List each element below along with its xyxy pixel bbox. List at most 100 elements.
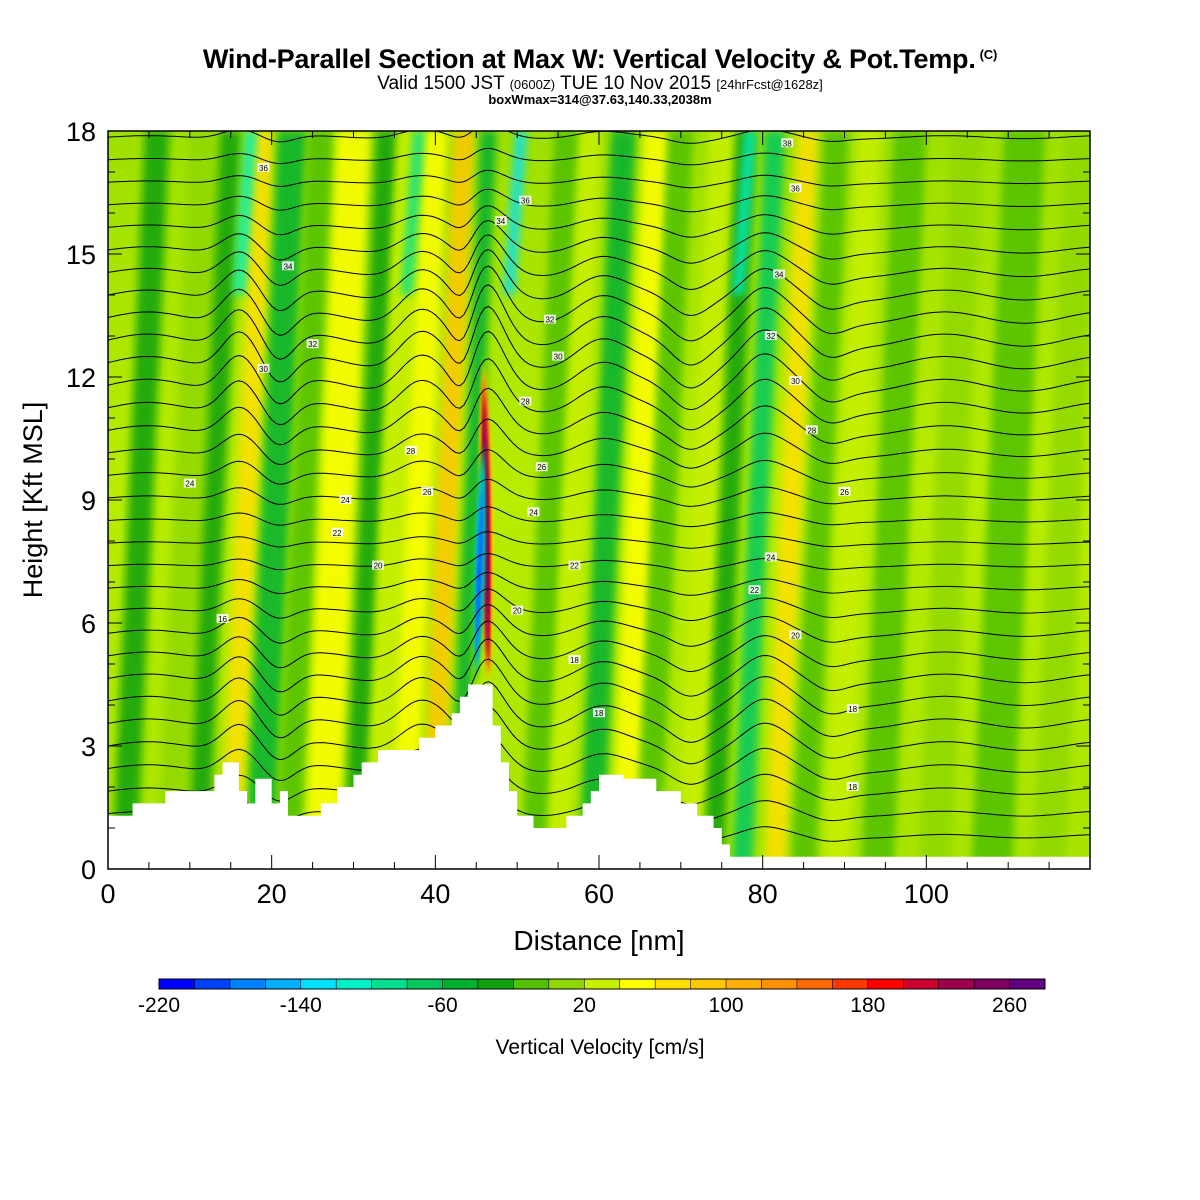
velocity-cores bbox=[473, 356, 493, 685]
theta-contour bbox=[108, 449, 1090, 488]
velocity-band bbox=[343, 131, 397, 869]
colorbar-tick-label: -60 bbox=[427, 994, 457, 1017]
theta-contour bbox=[108, 620, 1090, 673]
theta-label-text: 24 bbox=[766, 553, 775, 562]
x-tick-label: 80 bbox=[748, 879, 778, 909]
velocity-band bbox=[824, 131, 882, 869]
velocity-band bbox=[791, 131, 849, 869]
theta-label: 20 bbox=[789, 630, 802, 640]
theta-label-text: 28 bbox=[807, 426, 816, 435]
theta-label: 36 bbox=[257, 162, 270, 173]
theta-label: 22 bbox=[568, 560, 581, 571]
colorbar-swatch bbox=[832, 979, 869, 989]
theta-label-text: 32 bbox=[766, 332, 775, 341]
x-tick-label: 100 bbox=[904, 879, 949, 909]
theta-label: 34 bbox=[773, 269, 786, 280]
colorbar-tick-label: -220 bbox=[138, 994, 180, 1017]
theta-contour bbox=[108, 330, 1090, 411]
colorbar-tick-label: 100 bbox=[709, 994, 744, 1017]
theta-label: 28 bbox=[404, 445, 417, 456]
colorbar-swatch bbox=[265, 979, 302, 989]
colorbar-swatch bbox=[903, 979, 939, 989]
colorbar-tick-label: 180 bbox=[850, 994, 885, 1017]
x-axis-label: Distance [nm] bbox=[513, 925, 684, 956]
velocity-band bbox=[764, 131, 818, 869]
velocity-band bbox=[918, 131, 984, 869]
theta-contour bbox=[108, 478, 1090, 507]
theta-label-text: 34 bbox=[284, 262, 293, 271]
theta-label: 34 bbox=[282, 261, 295, 271]
theta-label-text: 24 bbox=[529, 508, 538, 517]
theta-label: 18 bbox=[593, 708, 605, 718]
colorbar-swatch bbox=[548, 979, 585, 989]
theta-label: 24 bbox=[764, 552, 777, 562]
theta-label: 30 bbox=[552, 351, 565, 362]
terrain-profile bbox=[108, 684, 1090, 869]
theta-label-text: 30 bbox=[791, 377, 800, 386]
theta-contour bbox=[108, 249, 1090, 316]
theta-label: 38 bbox=[781, 138, 794, 148]
colorbar-tick-label: 20 bbox=[573, 994, 596, 1017]
velocity-band bbox=[860, 131, 927, 869]
colorbar-swatch bbox=[371, 979, 408, 989]
theta-contour bbox=[108, 234, 1090, 290]
theta-contour-labels: 16 18 18 18 18 20 20 20 22 22 22 24 24 24 24 26 26 26 28 28… bbox=[183, 138, 859, 792]
theta-label-text: 34 bbox=[496, 217, 505, 226]
theta-contour bbox=[108, 169, 1090, 189]
theta-label: 18 bbox=[846, 704, 859, 714]
theta-label: 36 bbox=[789, 183, 802, 193]
colorbar-swatch bbox=[619, 979, 656, 989]
theta-label-text: 20 bbox=[374, 562, 383, 571]
copyright-mark: (C) bbox=[979, 47, 998, 62]
x-tick-label: 60 bbox=[584, 879, 614, 909]
theta-label: 20 bbox=[372, 560, 385, 571]
velocity-band bbox=[731, 131, 786, 869]
velocity-band bbox=[112, 131, 170, 869]
theta-contour bbox=[108, 219, 1090, 264]
theta-label: 18 bbox=[568, 654, 581, 665]
theta-contour bbox=[108, 531, 1090, 549]
theta-label-text: 38 bbox=[783, 139, 792, 148]
theta-label-text: 36 bbox=[259, 164, 268, 173]
theta-label-text: 34 bbox=[775, 271, 784, 280]
velocity-band bbox=[187, 131, 241, 869]
y-axis-label: Height [Kft MSL] bbox=[18, 402, 48, 599]
y-tick-label: 15 bbox=[66, 240, 96, 270]
theta-contour bbox=[108, 638, 1090, 697]
theta-label: 20 bbox=[511, 605, 524, 616]
colorbar-swatch bbox=[407, 979, 443, 989]
velocity-streak bbox=[400, 131, 425, 295]
theta-label-text: 22 bbox=[750, 586, 759, 595]
valid-utc: (0600Z) bbox=[509, 77, 556, 92]
theta-label-text: 24 bbox=[185, 480, 194, 489]
y-tick-label: 18 bbox=[66, 117, 96, 147]
theta-label-text: 18 bbox=[848, 783, 857, 792]
chart-title-text: Wind-Parallel Section at Max W: Vertical… bbox=[202, 44, 976, 74]
y-tick-label: 3 bbox=[81, 732, 96, 762]
velocity-streak bbox=[502, 131, 528, 295]
theta-label: 26 bbox=[421, 486, 434, 497]
theta-label: 32 bbox=[543, 314, 556, 325]
velocity-band bbox=[275, 131, 334, 869]
plot-area: 16 18 18 18 18 20 20 20 22 22 22 24 24 24 24 26 26 26 28 28… bbox=[108, 131, 1090, 869]
velocity-streak bbox=[232, 131, 258, 295]
velocity-band bbox=[220, 131, 274, 869]
colorbar-swatch bbox=[974, 979, 1010, 989]
theta-label: 18 bbox=[846, 782, 859, 792]
x-tick-label: 40 bbox=[420, 879, 450, 909]
velocity-band bbox=[304, 131, 370, 869]
theta-label-text: 30 bbox=[554, 353, 563, 362]
chart-title: Wind-Parallel Section at Max W: Vertical… bbox=[0, 44, 1200, 75]
colorbar-swatch bbox=[442, 979, 479, 989]
colorbar-swatch bbox=[336, 979, 372, 989]
theta-label-text: 26 bbox=[537, 463, 546, 472]
colorbar: -220 -140 -60 20 100 180 260 bbox=[138, 978, 1046, 1017]
theta-label-text: 36 bbox=[521, 197, 530, 206]
theta-label: 26 bbox=[838, 486, 851, 497]
theta-contour bbox=[108, 305, 1090, 389]
theta-label: 24 bbox=[183, 478, 196, 489]
valid-prefix: Valid 1500 JST bbox=[377, 73, 505, 94]
velocity-band bbox=[676, 131, 735, 869]
colorbar-swatch bbox=[796, 979, 833, 989]
